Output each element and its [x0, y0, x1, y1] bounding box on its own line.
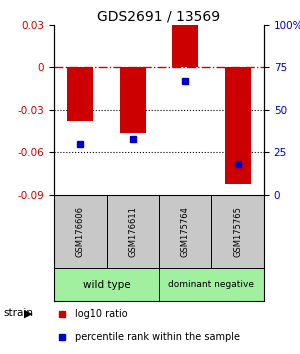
Text: GSM176606: GSM176606	[76, 206, 85, 257]
Text: wild type: wild type	[83, 280, 130, 290]
Text: GSM175764: GSM175764	[181, 206, 190, 257]
Bar	[225, 67, 251, 184]
Text: strain: strain	[3, 308, 33, 318]
Bar	[54, 195, 106, 268]
Text: GSM176611: GSM176611	[128, 206, 137, 257]
Text: percentile rank within the sample: percentile rank within the sample	[75, 332, 240, 342]
Bar	[159, 195, 211, 268]
Bar	[159, 268, 264, 301]
Bar	[172, 25, 198, 67]
Text: dominant negative: dominant negative	[169, 280, 254, 289]
Text: ▶: ▶	[24, 308, 32, 318]
Text: log10 ratio: log10 ratio	[75, 309, 128, 319]
Bar	[212, 195, 264, 268]
Text: GSM175765: GSM175765	[233, 206, 242, 257]
Bar	[67, 67, 93, 121]
Bar	[54, 268, 159, 301]
Bar	[120, 67, 146, 132]
Bar	[106, 195, 159, 268]
Title: GDS2691 / 13569: GDS2691 / 13569	[98, 10, 220, 24]
